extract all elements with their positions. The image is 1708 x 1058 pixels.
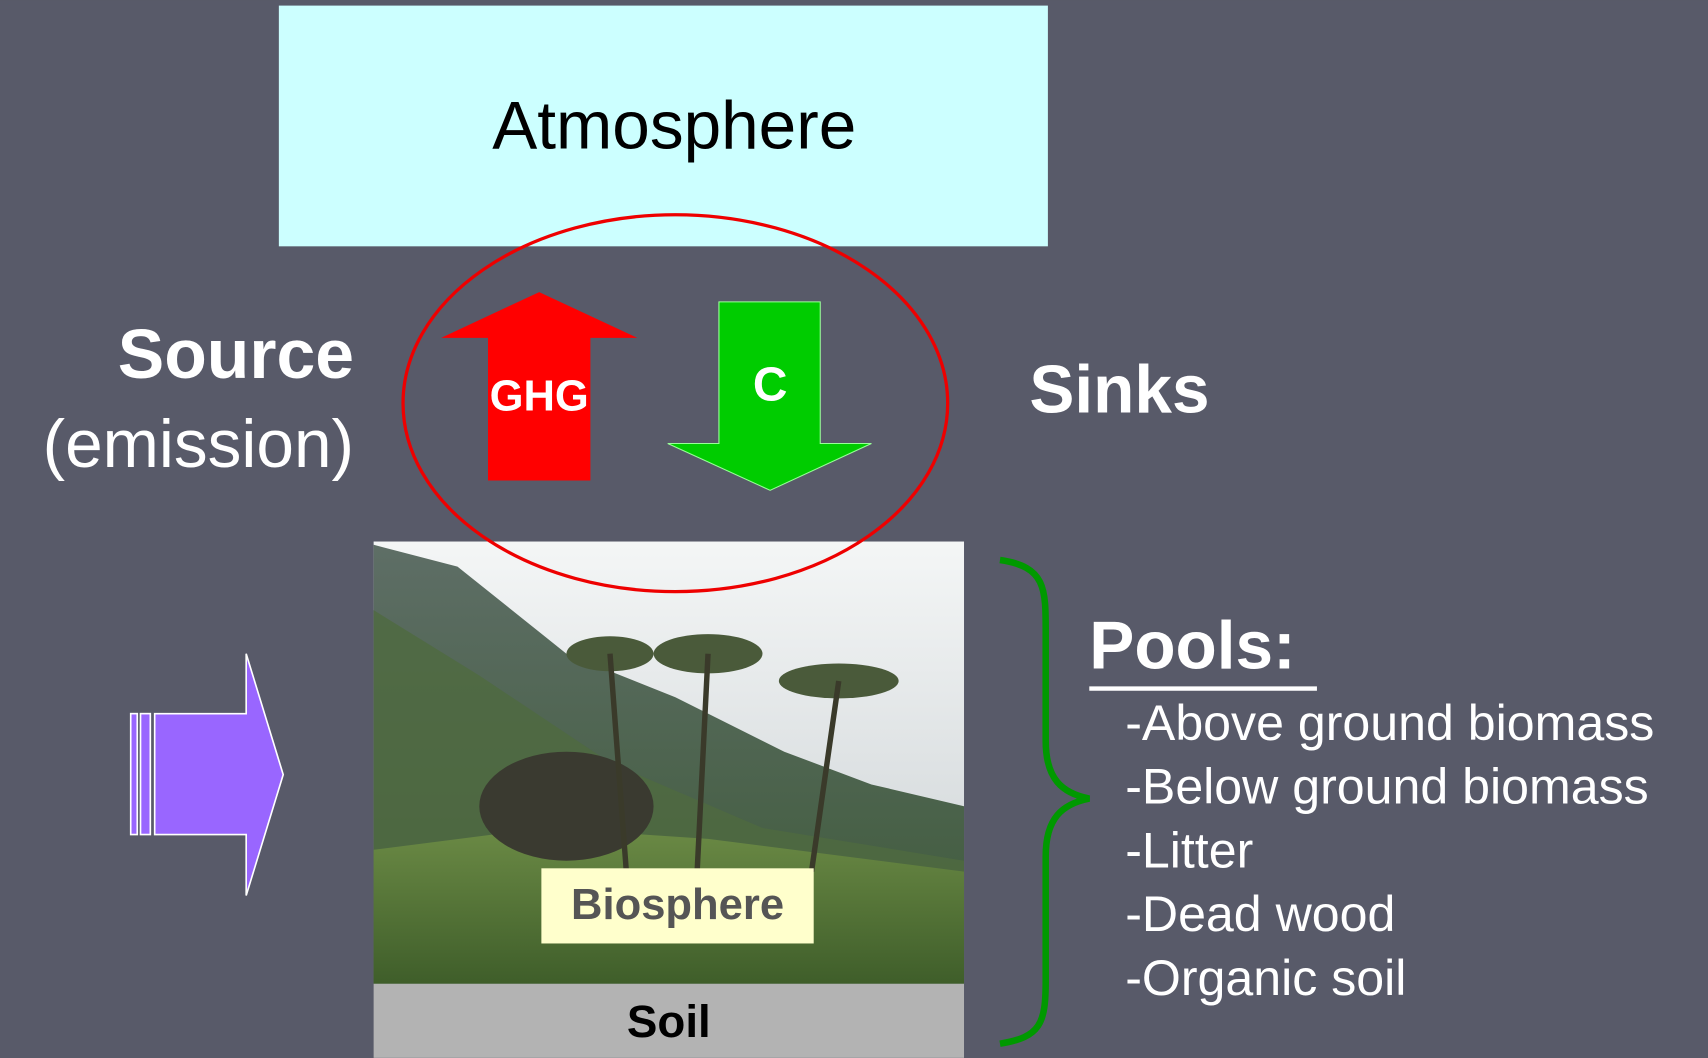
ghg-label: GHG [490,372,589,420]
biosphere-label: Biosphere [571,881,784,929]
c-label: C [753,359,788,412]
soil-label: Soil [627,996,711,1047]
pool-item: -Litter [1125,822,1253,878]
pool-item: -Dead wood [1125,886,1395,942]
sinks-label: Sinks [1029,352,1209,427]
pools-title: Pools: [1089,608,1295,683]
pool-item: -Organic soil [1125,950,1406,1006]
source-title: Source [118,315,354,393]
brace [999,556,1090,1047]
up-arrow [441,292,638,481]
down-arrow [667,301,872,491]
photo [373,541,965,984]
biosphere-box [541,868,814,944]
flux-ellipse [401,213,950,594]
atmosphere-box [278,5,1048,247]
pools-list: -Above ground biomass -Below ground bioma… [1125,695,1654,1006]
input-arrow [129,653,285,896]
source-subtitle: (emission) [43,407,354,482]
soil-box [373,983,965,1058]
pool-item: -Below ground biomass [1125,759,1648,815]
pool-item: -Above ground biomass [1125,695,1654,751]
atmosphere-label: Atmosphere [492,89,856,164]
